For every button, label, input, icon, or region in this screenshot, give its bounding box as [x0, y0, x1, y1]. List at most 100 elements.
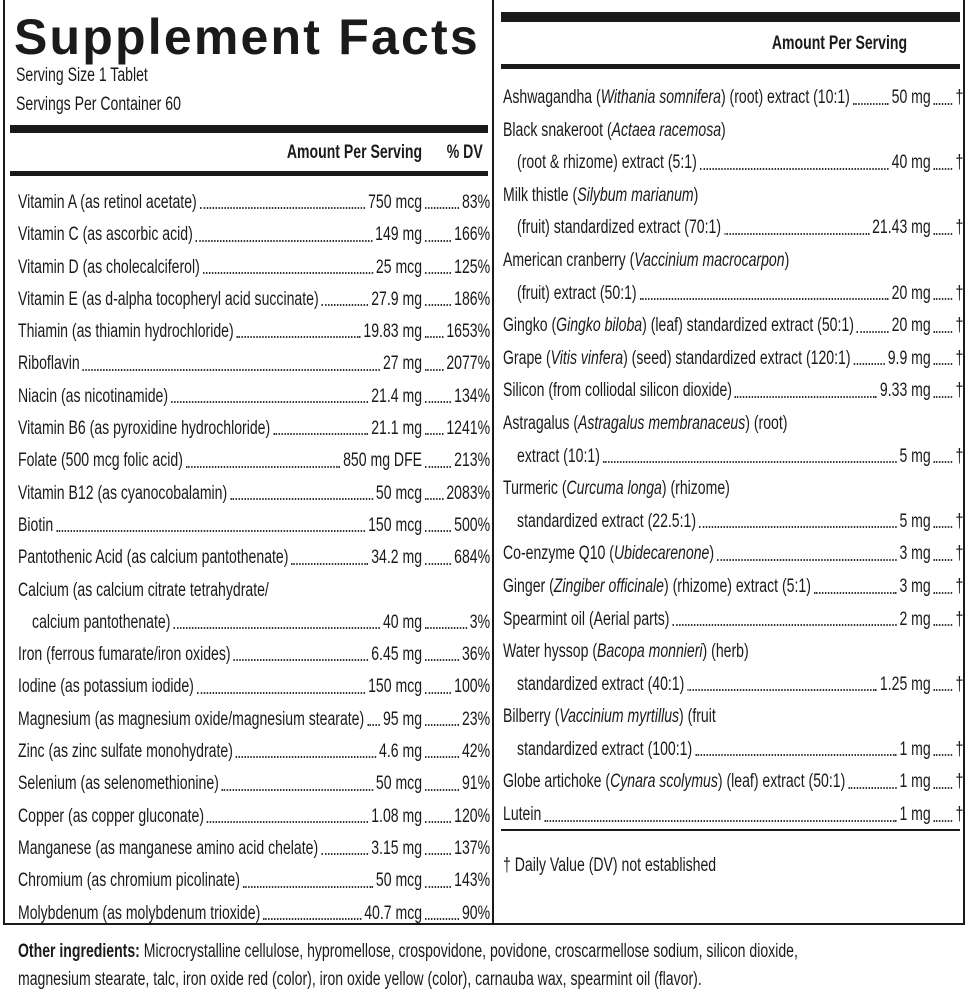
nutrient-row: Chromium (as chromium picolinate) 50 mcg 1… — [18, 865, 490, 897]
name-part: extract (10:1) — [517, 445, 600, 467]
dv-cell: † — [931, 734, 964, 767]
ingredient-name: Ginger (Zingiber officinale) (rhizome) e… — [503, 571, 811, 604]
dot-leader — [173, 627, 380, 630]
ingredient-name: Lutein — [503, 799, 541, 832]
name-part: Magnesium (as magnesium oxide/magnesium … — [18, 708, 365, 730]
amount: 4.6 mg — [379, 741, 423, 763]
thick-rule — [501, 12, 960, 22]
name-part: Turmeric ( — [503, 478, 567, 500]
ingredient-name: Grape (Vitis vinfera) (seed) standardize… — [503, 343, 850, 376]
dot-leader — [933, 298, 953, 301]
ingredient-name: Iron (ferrous fumarate/iron oxides) — [18, 639, 231, 671]
dot-leader — [425, 788, 460, 791]
nutrient-row-continued: Black snakeroot (Actaea racemosa) — [503, 115, 963, 148]
ingredient-name: Calcium (as calcium citrate tetrahydrate… — [18, 575, 269, 607]
name-part: Milk thistle ( — [503, 184, 578, 206]
dv-cell: † — [931, 82, 963, 115]
daily-value: 2077% — [446, 353, 491, 375]
dot-leader — [367, 724, 380, 727]
name-part: ) — [709, 543, 715, 565]
amount: 40 mg — [891, 152, 931, 174]
dv-cell: † — [931, 604, 963, 637]
name-part: ) (seed) standardized extract (120:1) — [623, 347, 851, 369]
name-part: ) (leaf) standardized extract (50:1) — [642, 315, 854, 337]
name-part: ) (root) — [745, 412, 788, 434]
name-part: Vitamin D (as cholecalciferol) — [18, 256, 200, 278]
name-part: Vitamin B12 (as cyanocobalamin) — [18, 482, 228, 504]
ingredient-name: Astragalus (Astragalus membranaceus) (ro… — [503, 408, 787, 441]
nutrient-row: standardized extract (22.5:1) 5 mg † — [503, 506, 963, 539]
dv-cell: † — [931, 212, 964, 245]
dot-leader — [56, 530, 366, 533]
ingredient-name: standardized extract (100:1) — [503, 734, 692, 767]
latin-name: Vitis vinfera — [550, 347, 624, 369]
nutrient-row: standardized extract (100:1) 1 mg † — [503, 734, 963, 767]
nutrient-row: Silicon (from colliodal silicon dioxide)… — [503, 375, 963, 408]
dot-leader — [425, 304, 452, 307]
dot-leader — [291, 562, 369, 565]
ingredient-name: Co-enzyme Q10 (Ubidecarenone) — [503, 538, 714, 571]
daily-value: 90% — [461, 902, 491, 924]
nutrient-row: Globe artichoke (Cynara scolymus) (leaf)… — [503, 766, 963, 799]
daily-value: † — [955, 217, 964, 239]
dv-cell: † — [931, 799, 963, 832]
nutrient-row: (fruit) standardized extract (70:1) 21.43… — [503, 212, 963, 245]
dot-leader — [321, 853, 369, 856]
name-part: Gingko ( — [503, 315, 557, 337]
right-column-header: Amount Per Serving — [503, 31, 963, 57]
name-part: ) — [784, 249, 790, 271]
dot-leader — [425, 756, 460, 759]
dot-leader — [544, 819, 897, 822]
dot-leader — [852, 102, 889, 105]
name-part: Zinc (as zinc sulfate monohydrate) — [18, 741, 233, 763]
amount: 34.2 mg — [371, 547, 423, 569]
ingredient-name: Niacin (as nicotinamide) — [18, 381, 168, 413]
nutrient-row: Lutein 1 mg † — [503, 799, 963, 832]
dot-leader — [933, 754, 953, 757]
amount: 40 mg — [382, 611, 423, 633]
ingredient-name: Spearmint oil (Aerial parts) — [503, 604, 669, 637]
nutrient-row: Grape (Vitis vinfera) (seed) standardize… — [503, 343, 963, 376]
name-part: (fruit) extract (50:1) — [517, 282, 637, 304]
ingredient-name: American cranberry (Vaccinium macrocarpo… — [503, 245, 789, 278]
nutrient-row-continued: Astragalus (Astragalus membranaceus) (ro… — [503, 408, 963, 441]
nutrient-row: Molybdenum (as molybdenum trioxide) 40.7 … — [18, 898, 490, 930]
name-part: Bilberry ( — [503, 706, 560, 728]
daily-value: † — [955, 510, 964, 532]
ingredient-name: Black snakeroot (Actaea racemosa) — [503, 115, 726, 148]
name-part: ) (rhizome) — [661, 478, 730, 500]
name-part: Iodine (as potassium iodide) — [18, 676, 194, 698]
daily-value: † — [955, 738, 964, 760]
dv-cell: † — [931, 669, 963, 702]
dot-leader — [236, 336, 361, 339]
ingredient-name: (fruit) extract (50:1) — [503, 278, 637, 311]
name-part: Astragalus ( — [503, 412, 579, 434]
daily-value: † — [955, 543, 964, 565]
daily-value: 91% — [461, 773, 491, 795]
ingredient-name: extract (10:1) — [503, 441, 600, 474]
nutrient-row: calcium pantothenate) 40 mg 3% — [18, 607, 490, 639]
amount: 3 mg — [899, 575, 931, 597]
latin-name: Vaccinium myrtillus — [559, 706, 680, 728]
latin-name: Ubidecarenone — [613, 543, 710, 565]
nutrient-row: Iron (ferrous fumarate/iron oxides) 6.45 … — [18, 639, 490, 671]
dot-leader — [933, 395, 953, 398]
daily-value: 186% — [454, 288, 491, 310]
dot-leader — [933, 232, 953, 235]
nutrient-row: Thiamin (as thiamin hydrochloride) 19.83 … — [18, 316, 490, 348]
amount-header: Amount Per Serving — [286, 142, 423, 163]
dot-leader — [221, 788, 373, 791]
nutrient-row: Ginger (Zingiber officinale) (rhizome) e… — [503, 571, 963, 604]
servings-per-container: Servings Per Container 60 — [16, 94, 181, 115]
left-rows: Vitamin A (as retinol acetate) 750 mcg 83%… — [18, 187, 490, 930]
dot-leader — [716, 558, 897, 561]
nutrient-row: Niacin (as nicotinamide) 21.4 mg 134% — [18, 381, 490, 413]
dv-cell: 100% — [422, 671, 490, 703]
ingredient-name: Vitamin B6 (as pyroxidine hydrochloride) — [18, 413, 270, 445]
amount: 27 mg — [382, 353, 423, 375]
daily-value: 1241% — [446, 418, 491, 440]
daily-value: 500% — [454, 514, 491, 536]
dv-cell: 186% — [422, 284, 490, 316]
ingredient-name: Riboflavin — [18, 348, 80, 380]
other-ingredients-label: Other ingredients: — [18, 941, 140, 962]
